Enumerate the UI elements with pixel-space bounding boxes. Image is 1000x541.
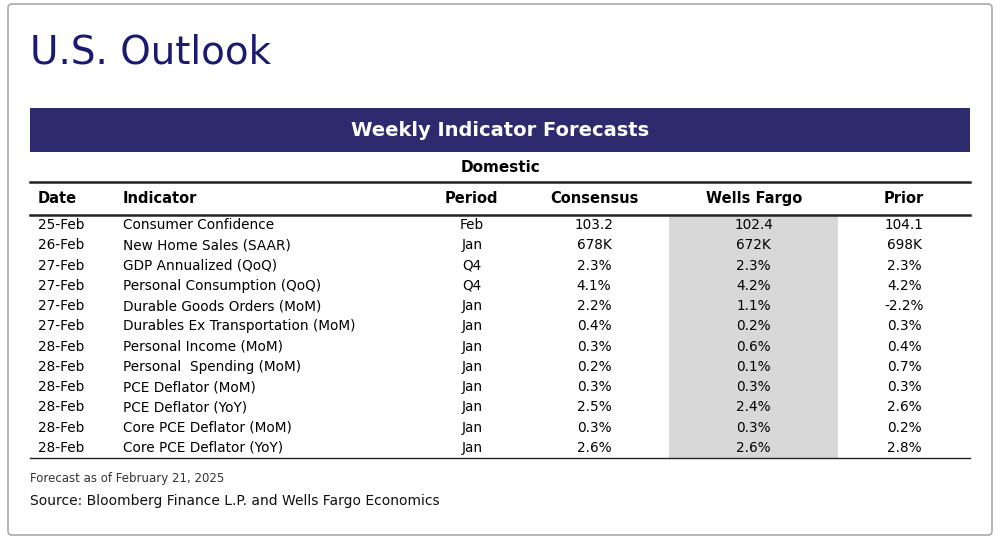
Text: 0.3%: 0.3% [736, 380, 771, 394]
Text: PCE Deflator (YoY): PCE Deflator (YoY) [123, 400, 247, 414]
Bar [669, 418, 838, 438]
Text: PCE Deflator (MoM): PCE Deflator (MoM) [123, 380, 255, 394]
Text: 2.8%: 2.8% [887, 441, 922, 455]
Text: Q4: Q4 [462, 279, 481, 293]
Text: 27-Feb: 27-Feb [38, 299, 84, 313]
Text: 2.3%: 2.3% [577, 259, 611, 273]
Text: Personal Consumption (QoQ): Personal Consumption (QoQ) [123, 279, 321, 293]
Text: GDP Annualized (QoQ): GDP Annualized (QoQ) [123, 259, 277, 273]
Text: Jan: Jan [461, 380, 482, 394]
Text: 0.7%: 0.7% [887, 360, 922, 374]
Text: 28-Feb: 28-Feb [38, 400, 84, 414]
Text: Jan: Jan [461, 400, 482, 414]
Bar [30, 108, 970, 152]
Text: Consumer Confidence: Consumer Confidence [123, 218, 274, 232]
Text: Date: Date [38, 191, 77, 206]
Bar [669, 337, 838, 357]
Text: Period: Period [445, 191, 499, 206]
Text: Personal  Spending (MoM): Personal Spending (MoM) [123, 360, 301, 374]
Text: Consensus: Consensus [550, 191, 638, 206]
Text: 2.6%: 2.6% [736, 441, 771, 455]
Text: 2.3%: 2.3% [736, 259, 771, 273]
Text: Domestic: Domestic [460, 160, 540, 175]
Text: Core PCE Deflator (YoY): Core PCE Deflator (YoY) [123, 441, 283, 455]
Text: Source: Bloomberg Finance L.P. and Wells Fargo Economics: Source: Bloomberg Finance L.P. and Wells… [30, 494, 440, 508]
Text: Jan: Jan [461, 360, 482, 374]
Text: Jan: Jan [461, 420, 482, 434]
Bar [669, 438, 838, 458]
Text: Personal Income (MoM): Personal Income (MoM) [123, 340, 283, 354]
Text: 0.1%: 0.1% [736, 360, 771, 374]
Bar [669, 235, 838, 255]
Text: 2.6%: 2.6% [887, 400, 922, 414]
Text: 28-Feb: 28-Feb [38, 340, 84, 354]
Bar [669, 255, 838, 276]
Text: 0.3%: 0.3% [736, 420, 771, 434]
Text: 28-Feb: 28-Feb [38, 380, 84, 394]
Text: 27-Feb: 27-Feb [38, 259, 84, 273]
Text: 26-Feb: 26-Feb [38, 239, 84, 252]
Text: 0.3%: 0.3% [577, 420, 611, 434]
Text: 0.4%: 0.4% [887, 340, 922, 354]
Text: 104.1: 104.1 [885, 218, 924, 232]
Text: 2.6%: 2.6% [577, 441, 611, 455]
Text: 2.2%: 2.2% [577, 299, 611, 313]
Text: 28-Feb: 28-Feb [38, 360, 84, 374]
Text: Jan: Jan [461, 239, 482, 252]
Bar [669, 397, 838, 418]
Text: 2.3%: 2.3% [887, 259, 922, 273]
Text: Core PCE Deflator (MoM): Core PCE Deflator (MoM) [123, 420, 291, 434]
Text: Weekly Indicator Forecasts: Weekly Indicator Forecasts [351, 121, 649, 140]
Text: Jan: Jan [461, 319, 482, 333]
Text: 103.2: 103.2 [575, 218, 613, 232]
Text: 0.4%: 0.4% [577, 319, 611, 333]
Text: 27-Feb: 27-Feb [38, 319, 84, 333]
Text: 27-Feb: 27-Feb [38, 279, 84, 293]
Text: 28-Feb: 28-Feb [38, 420, 84, 434]
Text: Wells Fargo: Wells Fargo [706, 191, 802, 206]
Text: 2.5%: 2.5% [577, 400, 611, 414]
Bar [669, 276, 838, 296]
Bar [669, 316, 838, 337]
Text: Q4: Q4 [462, 259, 481, 273]
Text: 0.2%: 0.2% [736, 319, 771, 333]
Bar [669, 357, 838, 377]
Text: 4.2%: 4.2% [736, 279, 771, 293]
Text: 0.2%: 0.2% [577, 360, 611, 374]
Text: 0.2%: 0.2% [887, 420, 922, 434]
Text: 698K: 698K [887, 239, 922, 252]
Text: 0.6%: 0.6% [736, 340, 771, 354]
Text: Jan: Jan [461, 340, 482, 354]
Text: U.S. Outlook: U.S. Outlook [30, 34, 271, 72]
Text: Jan: Jan [461, 299, 482, 313]
Text: 28-Feb: 28-Feb [38, 441, 84, 455]
Text: Feb: Feb [460, 218, 484, 232]
Text: 0.3%: 0.3% [887, 380, 922, 394]
Text: Durables Ex Transportation (MoM): Durables Ex Transportation (MoM) [123, 319, 355, 333]
Text: 25-Feb: 25-Feb [38, 218, 84, 232]
Text: 672K: 672K [736, 239, 771, 252]
Text: 4.2%: 4.2% [887, 279, 922, 293]
Text: 0.3%: 0.3% [577, 380, 611, 394]
Text: 1.1%: 1.1% [736, 299, 771, 313]
Bar [669, 215, 838, 235]
Bar [669, 377, 838, 397]
Text: Jan: Jan [461, 441, 482, 455]
Text: 0.3%: 0.3% [887, 319, 922, 333]
Text: 678K: 678K [577, 239, 611, 252]
Text: 2.4%: 2.4% [736, 400, 771, 414]
Text: 4.1%: 4.1% [577, 279, 611, 293]
Text: New Home Sales (SAAR): New Home Sales (SAAR) [123, 239, 290, 252]
Bar [669, 296, 838, 316]
Text: -2.2%: -2.2% [884, 299, 924, 313]
Text: Indicator: Indicator [123, 191, 197, 206]
Text: Prior: Prior [884, 191, 924, 206]
Text: 0.3%: 0.3% [577, 340, 611, 354]
Text: Durable Goods Orders (MoM): Durable Goods Orders (MoM) [123, 299, 321, 313]
Text: 102.4: 102.4 [734, 218, 773, 232]
Text: Forecast as of February 21, 2025: Forecast as of February 21, 2025 [30, 472, 224, 485]
